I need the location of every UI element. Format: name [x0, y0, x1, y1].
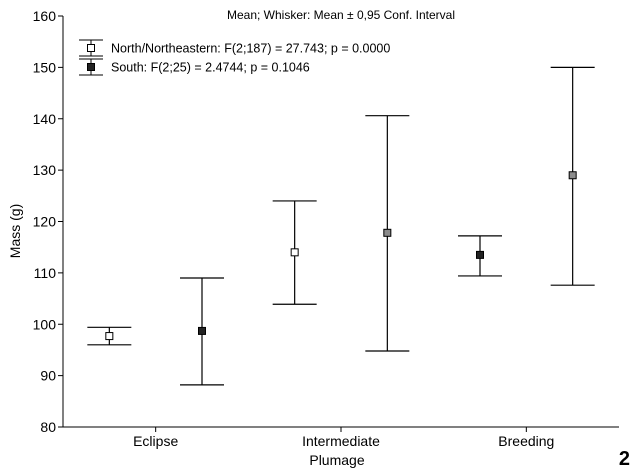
error-bars	[87, 66, 595, 386]
x-axis-title: Plumage	[309, 452, 364, 468]
error-bar-south	[365, 115, 410, 352]
error-bar-north	[458, 235, 502, 277]
x-axis: Eclipse Intermediate Breeding	[63, 426, 619, 449]
y-tick-label: 130	[33, 162, 57, 178]
mean-marker	[383, 228, 392, 237]
mean-marker	[105, 332, 114, 341]
y-tick-label: 150	[33, 59, 57, 75]
legend-item-north: North/Northeastern: F(2;187) = 27.743; p…	[79, 39, 390, 57]
y-tick-label: 100	[33, 316, 57, 332]
error-bar-north	[87, 326, 132, 346]
x-category-label: Intermediate	[302, 433, 380, 449]
mean-marker	[198, 326, 206, 335]
y-tick-label: 90	[40, 368, 56, 384]
legend: North/Northeastern: F(2;187) = 27.743; p…	[79, 39, 390, 76]
legend-marker	[87, 44, 95, 52]
y-tick-label: 160	[33, 8, 57, 24]
x-category-label: Breeding	[498, 433, 554, 449]
error-bar-north	[272, 200, 317, 305]
panel-number: 2	[619, 448, 630, 469]
chart-title: Mean; Whisker: Mean ± 0,95 Conf. Interva…	[227, 8, 455, 22]
error-bar-south	[550, 66, 595, 286]
y-tick-label: 110	[34, 265, 57, 281]
mean-marker	[290, 248, 299, 257]
x-category-label: Eclipse	[133, 433, 178, 449]
y-axis-title: Mass (g)	[7, 204, 23, 258]
y-tick-label: 120	[33, 214, 57, 230]
legend-label: South: F(2;25) = 2.4744; p = 0.1046	[111, 61, 310, 75]
y-tick-label: 80	[40, 419, 56, 435]
y-axis: 80 90 100 110 120 130 140 150 160	[33, 8, 64, 435]
legend-item-south: South: F(2;25) = 2.4744; p = 0.1046	[79, 58, 310, 76]
mean-marker	[568, 171, 577, 180]
legend-label: North/Northeastern: F(2;187) = 27.743; p…	[111, 42, 390, 56]
mean-marker	[476, 250, 484, 259]
error-bar-south	[180, 277, 224, 386]
y-tick-label: 140	[33, 111, 57, 127]
legend-marker	[87, 63, 95, 71]
